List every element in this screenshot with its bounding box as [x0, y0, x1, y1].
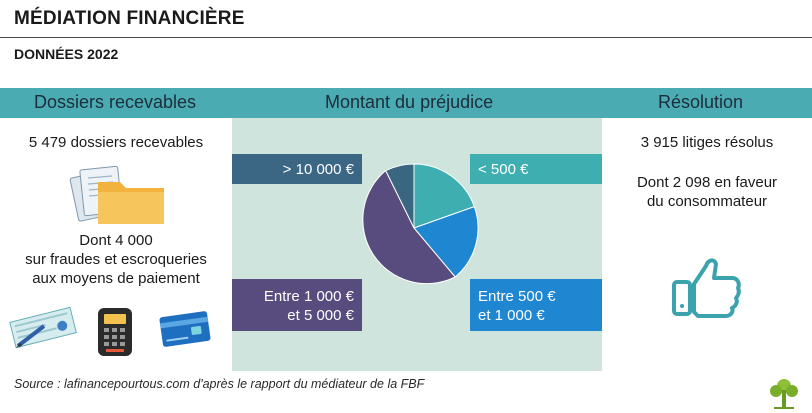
damage-amount-pie: [362, 163, 479, 285]
label-500-1000-line1: Entre 500 €: [478, 288, 556, 305]
resolved-count: 3 915 litiges résolus: [640, 134, 774, 151]
cheque-icon: [9, 306, 77, 349]
folder-icon: [69, 165, 164, 224]
label-1000-5000-line1: Entre 1 000 €: [263, 288, 354, 305]
admissible-count: 5 479 dossiers recevables: [28, 134, 204, 151]
fraud-detail-line1: Dont 4 000: [79, 232, 153, 249]
tree-logo: [770, 379, 798, 409]
left-column-heading: Dossiers recevables: [34, 92, 197, 112]
favor-line1: Dont 2 098 en faveur: [636, 174, 778, 191]
label-500-1000: Entre 500 € et 1 000 €: [470, 279, 602, 331]
label-500-1000-line2: et 1 000 €: [478, 307, 545, 324]
favor-line2: du consommateur: [646, 193, 768, 210]
page-subtitle: DONNÉES 2022: [14, 46, 119, 62]
source-note: Source : lafinancepourtous.com d'après l…: [14, 377, 425, 391]
column-headings-band: [0, 88, 812, 118]
fraud-detail-line2: sur fraudes et escroqueries: [25, 251, 207, 268]
pie-slice-500-1000: [413, 205, 479, 278]
page-title: MÉDIATION FINANCIÈRE: [14, 8, 245, 29]
label-1000-5000-line2: et 5 000 €: [287, 307, 354, 324]
label-over-10000: > 10 000 €: [232, 154, 362, 184]
right-column-heading: Résolution: [658, 92, 744, 112]
pie-slice-over-10000: [385, 163, 415, 229]
label-1000-5000: Entre 1 000 € et 5 000 €: [232, 279, 362, 331]
credit-card-icon: [159, 311, 211, 347]
label-under-500: < 500 €: [470, 154, 602, 184]
pie-slice-under-500: [413, 163, 475, 229]
header-divider: [0, 37, 812, 38]
pie-slice-1000-5000: [362, 169, 456, 285]
fraud-detail-line3: aux moyens de paiement: [32, 270, 200, 287]
middle-column-heading: Montant du préjudice: [325, 92, 494, 112]
card-terminal-icon: [98, 308, 132, 356]
thumbs-up-icon: [672, 258, 741, 318]
